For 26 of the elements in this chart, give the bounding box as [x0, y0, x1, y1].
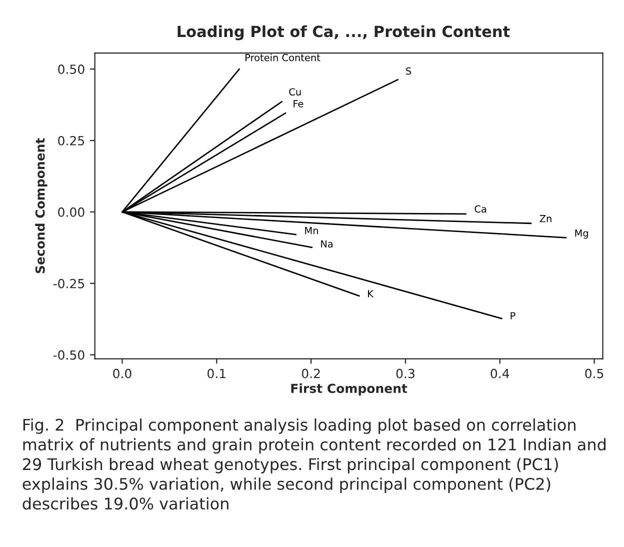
x-axis-title: First Component	[291, 383, 408, 396]
y-tick-label: -0.25	[53, 278, 84, 288]
series-label: Protein Content	[246, 54, 320, 62]
series-label: Ca	[474, 205, 486, 213]
y-tick-label: 0.25	[58, 136, 84, 146]
x-tick-label: 0.1	[208, 368, 226, 378]
x-tick-label: 0.0	[113, 368, 132, 378]
chart-title: Loading Plot of Ca, ..., Protein Content	[178, 25, 510, 40]
y-tick-label: 0.00	[58, 207, 84, 217]
series-label: K	[368, 290, 374, 298]
x-tick-label: 0.3	[396, 368, 414, 378]
series-label: Na	[321, 240, 333, 248]
series-label: Mn	[305, 227, 318, 234]
x-tick-label: 0.2	[302, 368, 320, 378]
series-label: S	[406, 67, 412, 75]
series-label: Fe	[294, 100, 304, 108]
y-tick-label: 0.50	[58, 64, 84, 74]
series-label: Zn	[540, 215, 552, 222]
caption: Fig. 2 Principal component analysis loading plot based on correlation matrix of nutrients and grain protein content recorded on 121 Indian and 29 Turkish bread wheat genotypes. First principal component (PC1) explains 30.5% variation, while second principal component (PC2) describes 19.0% variation	[22, 418, 606, 510]
x-tick-label: 0.4	[490, 368, 510, 378]
series-label: P	[510, 312, 516, 320]
series-label: Mg	[575, 230, 588, 239]
x-tick-label: 0.5	[585, 368, 604, 378]
series-label: Cu	[289, 88, 301, 96]
y-tick-label: -0.50	[53, 350, 84, 360]
y-axis-title: Second Component	[35, 138, 48, 274]
